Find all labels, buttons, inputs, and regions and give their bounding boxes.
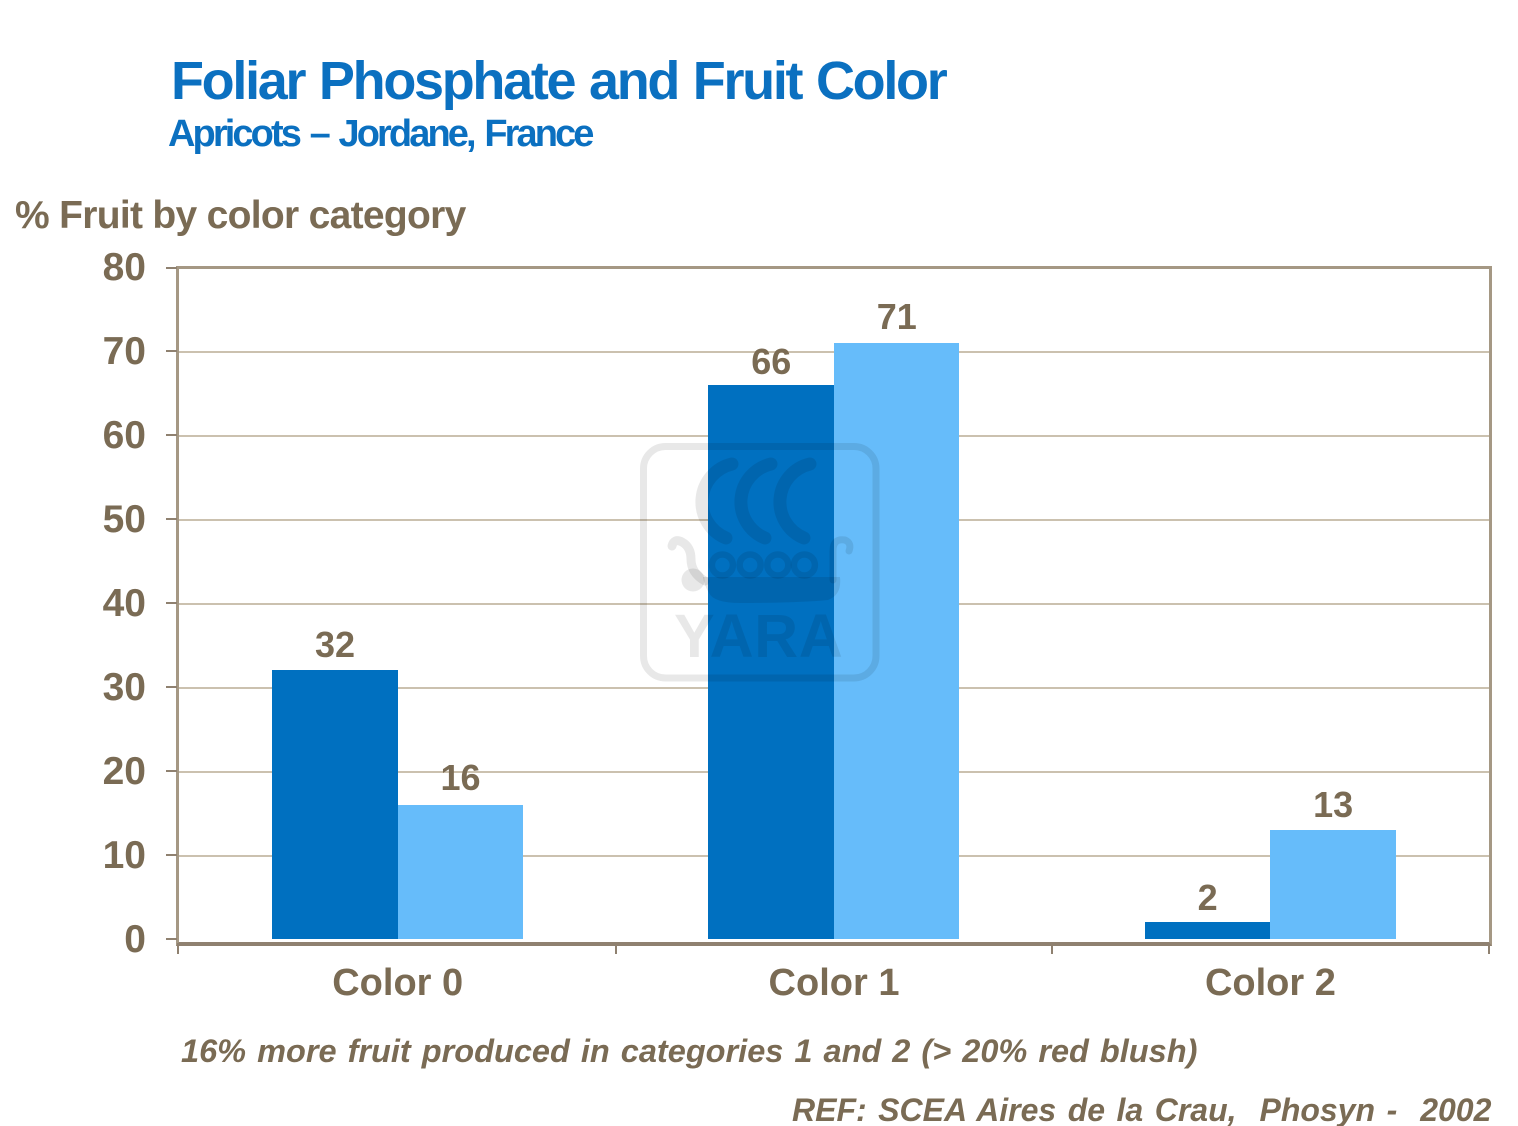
svg-text:YARA: YARA [674,602,843,670]
